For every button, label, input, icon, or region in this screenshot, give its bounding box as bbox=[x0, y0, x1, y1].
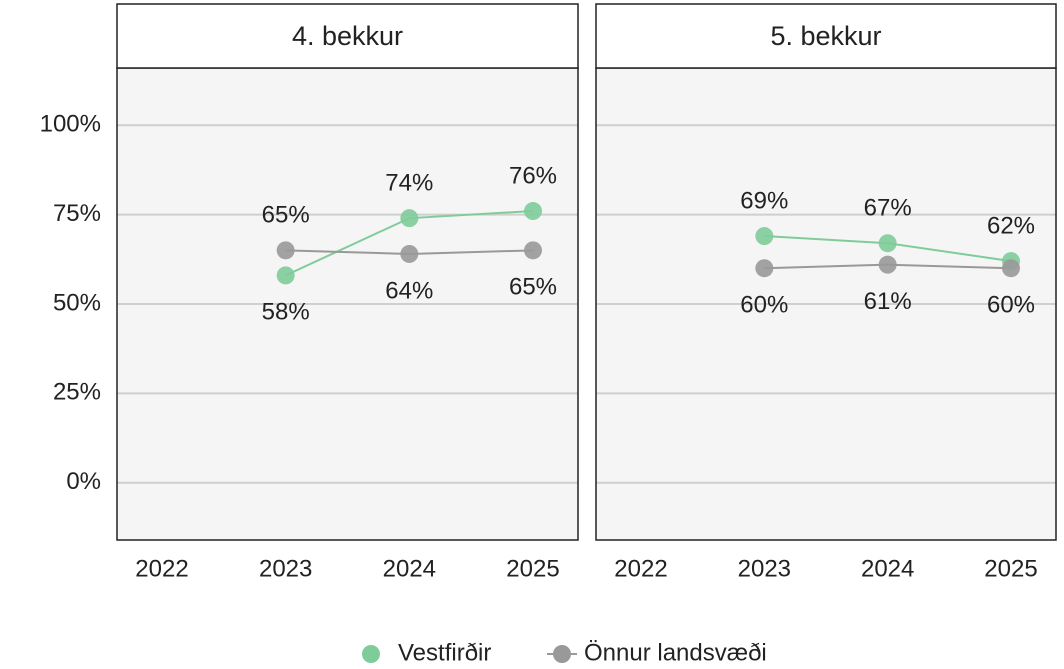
data-label: 74% bbox=[385, 170, 433, 197]
legend-label: Vestfirðir bbox=[398, 639, 491, 666]
data-label: 64% bbox=[385, 277, 433, 304]
y-tick-label: 50% bbox=[53, 289, 101, 316]
data-label: 61% bbox=[864, 288, 912, 315]
y-tick-label: 0% bbox=[66, 468, 101, 495]
data-label: 60% bbox=[740, 292, 788, 319]
data-label: 65% bbox=[509, 274, 557, 301]
x-tick-label: 2022 bbox=[135, 555, 188, 582]
x-tick-label: 2022 bbox=[614, 555, 667, 582]
panel-title: 5. bekkur bbox=[770, 21, 881, 51]
data-label: 62% bbox=[987, 212, 1035, 239]
point bbox=[400, 209, 419, 228]
point bbox=[755, 227, 774, 246]
legend-marker bbox=[553, 645, 571, 663]
x-tick-label: 2023 bbox=[738, 555, 791, 582]
strip bbox=[116, 3, 579, 69]
point bbox=[276, 241, 295, 260]
point bbox=[878, 234, 897, 253]
strip bbox=[595, 3, 1057, 69]
data-label: 76% bbox=[509, 162, 557, 189]
x-tick-label: 2024 bbox=[861, 555, 914, 582]
data-label: 58% bbox=[262, 299, 310, 326]
point bbox=[878, 255, 897, 274]
x-tick-label: 2025 bbox=[984, 555, 1037, 582]
point bbox=[755, 259, 774, 278]
y-tick-label: 25% bbox=[53, 379, 101, 406]
data-label: 65% bbox=[262, 202, 310, 229]
point bbox=[524, 241, 542, 260]
legend-marker bbox=[362, 645, 380, 663]
point bbox=[400, 244, 419, 263]
point bbox=[524, 202, 542, 221]
point bbox=[1002, 259, 1020, 278]
x-tick-label: 2025 bbox=[506, 555, 559, 582]
data-label: 60% bbox=[987, 292, 1035, 319]
x-tick-label: 2023 bbox=[259, 555, 312, 582]
y-tick-label: 75% bbox=[53, 200, 101, 227]
panel-title: 4. bekkur bbox=[292, 21, 403, 51]
data-label: 69% bbox=[740, 187, 788, 214]
legend-label: Önnur landsvæði bbox=[584, 639, 767, 666]
x-tick-label: 2024 bbox=[383, 555, 436, 582]
y-tick-label: 100% bbox=[40, 111, 101, 138]
data-label: 67% bbox=[864, 195, 912, 222]
point bbox=[276, 266, 295, 285]
